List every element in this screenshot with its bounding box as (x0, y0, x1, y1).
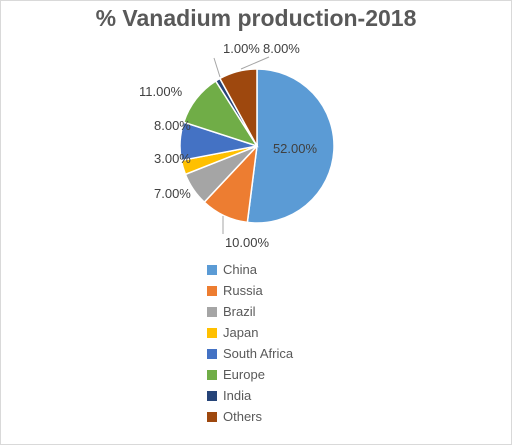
legend-label: Brazil (223, 304, 256, 319)
legend-label: India (223, 388, 252, 403)
data-label-south-africa: 8.00% (154, 118, 191, 133)
legend-item-india: India (207, 385, 293, 406)
legend-swatch (207, 306, 217, 317)
legend-item-brazil: Brazil (207, 301, 293, 322)
legend-swatch (207, 285, 217, 296)
legend-item-china: China (207, 259, 293, 280)
data-label-china: 52.00% (273, 141, 318, 156)
slice-china (246, 68, 335, 224)
legend-label: South Africa (223, 346, 294, 361)
leader-line-others (240, 56, 270, 70)
legend-swatch (207, 327, 217, 338)
data-label-brazil: 7.00% (154, 186, 191, 201)
data-label-russia: 10.00% (225, 235, 270, 250)
legend-label: Others (223, 409, 263, 424)
slice-others (218, 68, 258, 147)
legend-label: Japan (223, 325, 259, 340)
data-label-others: 8.00% (263, 41, 300, 56)
data-label-europe: 11.00% (139, 84, 183, 99)
legend-swatch (207, 390, 217, 401)
legend-swatch (207, 264, 217, 275)
leader-line-india (213, 57, 221, 78)
legend-label: Russia (223, 283, 263, 298)
legend-item-japan: Japan (207, 322, 293, 343)
legend-item-south-africa: South Africa (207, 343, 293, 364)
legend-swatch (207, 348, 217, 359)
legend-label: Europe (223, 367, 265, 382)
chart-title: % Vanadium production-2018 (95, 5, 417, 31)
legend-item-russia: Russia (207, 280, 293, 301)
legend-swatch (207, 411, 217, 422)
data-label-india: 1.00% (223, 41, 260, 56)
legend-label: China (223, 262, 257, 277)
legend: China Russia Brazil Japan South Africa Europe… (207, 259, 293, 427)
legend-swatch (207, 369, 217, 380)
data-label-japan: 3.00% (154, 151, 191, 166)
legend-item-europe: Europe (207, 364, 293, 385)
legend-item-others: Others (207, 406, 293, 427)
